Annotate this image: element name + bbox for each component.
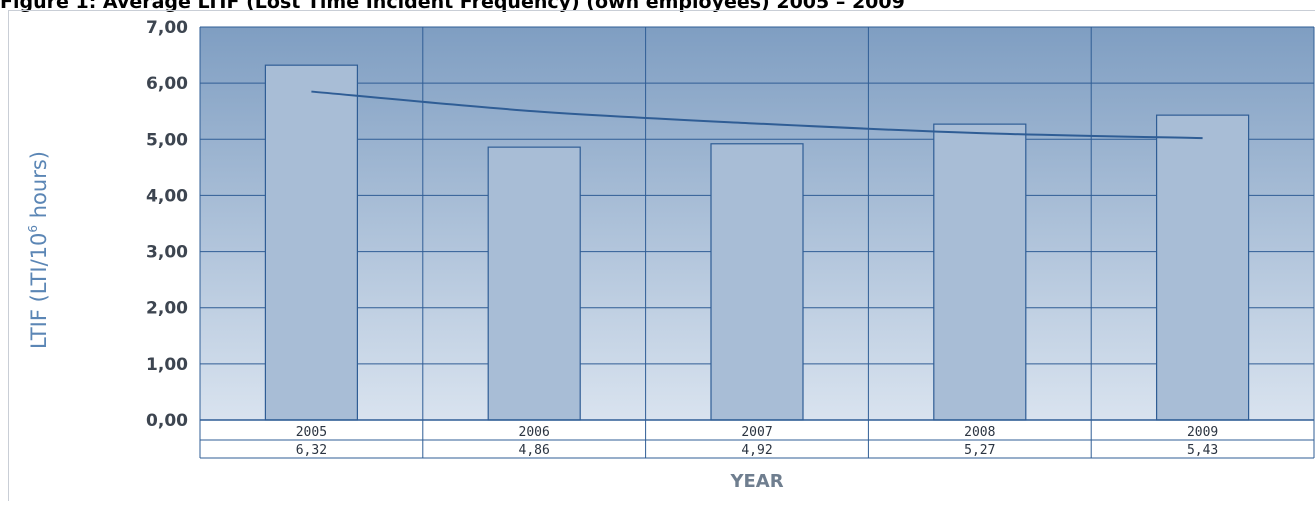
x-tick-label: 2005 — [296, 425, 327, 440]
x-tick-label: 2006 — [519, 425, 550, 440]
x-tick-label: 2007 — [741, 425, 772, 440]
y-tick-label: 5,00 — [146, 130, 188, 150]
data-label: 4,92 — [741, 443, 772, 458]
bar — [710, 143, 804, 421]
y-axis-label-sup: 6 — [26, 225, 40, 233]
data-label: 5,43 — [1187, 443, 1218, 458]
y-tick-label: 4,00 — [146, 186, 188, 206]
x-tick-label: 2008 — [964, 425, 995, 440]
chart-title: Figure 1: Average LTIF (Lost Time Incide… — [0, 0, 905, 13]
y-axis-ticks: 0,00 1,00 2,00 3,00 4,00 5,00 6,00 7,00 — [146, 18, 188, 431]
chart-frame — [8, 10, 1315, 501]
x-tick-label: 2009 — [1187, 425, 1218, 440]
y-tick-label: 2,00 — [146, 299, 188, 319]
y-tick-label: 1,00 — [146, 355, 188, 375]
y-tick-label: 3,00 — [146, 243, 188, 263]
trendline — [311, 90, 1203, 140]
data-table: 2005 6,32 2006 4,86 2007 4,92 2008 5,27 2009 5,43 — [199, 419, 1315, 459]
bar — [1155, 114, 1250, 421]
data-label: 6,32 — [296, 443, 327, 458]
data-label: 5,27 — [964, 443, 995, 458]
bars — [264, 64, 1250, 421]
y-tick-label: 7,00 — [146, 18, 188, 38]
y-tick-label: 0,00 — [146, 411, 188, 431]
y-axis-label: LTIF (LTI/106 hours) — [26, 151, 51, 349]
bar — [264, 64, 358, 421]
data-label: 4,86 — [519, 443, 550, 458]
y-axis-label-tail: hours) — [27, 151, 51, 225]
bar — [933, 123, 1027, 421]
y-axis-label-main: LTIF (LTI/10 — [27, 233, 51, 349]
y-tick-label: 6,00 — [146, 74, 188, 94]
x-axis-label: YEAR — [729, 471, 783, 492]
bar — [487, 146, 581, 421]
